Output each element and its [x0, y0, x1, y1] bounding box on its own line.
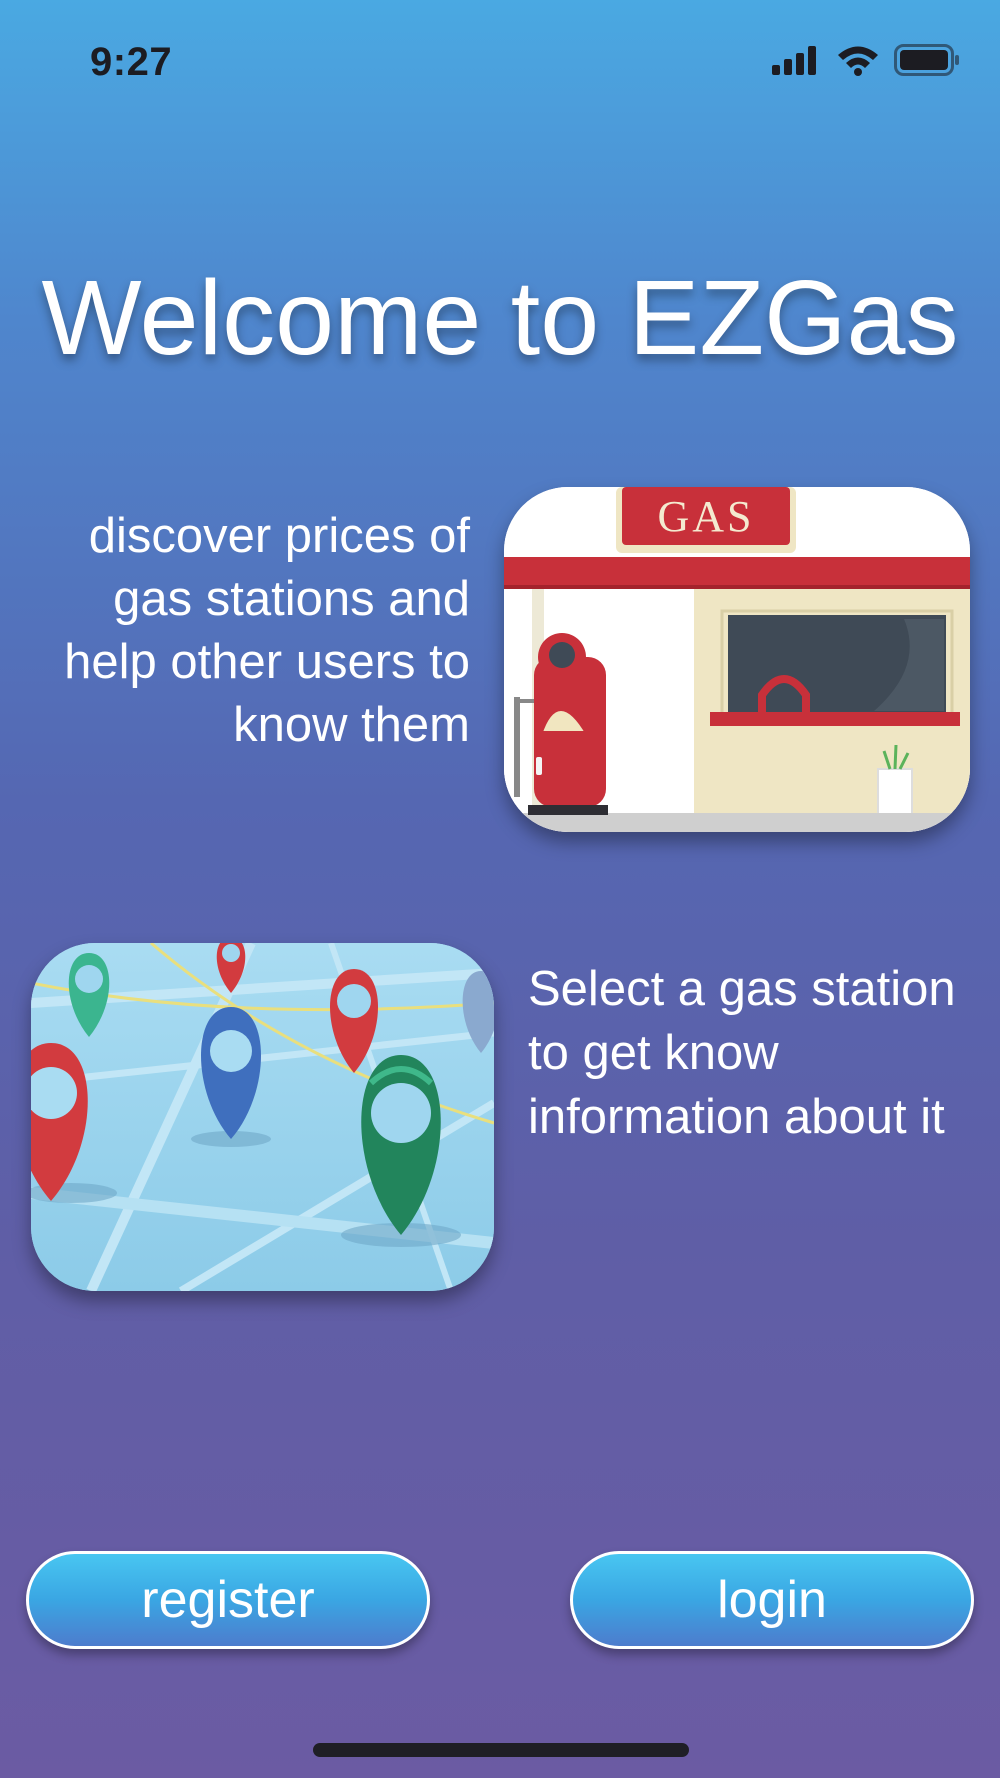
welcome-title: Welcome to EZGas [41, 259, 959, 377]
status-icons [772, 44, 960, 76]
gas-sign-text: GAS [657, 492, 754, 541]
battery-icon [894, 44, 959, 76]
gas-station-illustration: GAS [504, 487, 970, 832]
wifi-icon [838, 46, 878, 76]
status-time: 9:27 [90, 40, 173, 84]
login-button[interactable]: login [570, 1551, 974, 1649]
feature-description-select: Select a gas station to get know informa… [528, 962, 956, 1144]
map-pins-illustration [31, 943, 494, 1291]
cellular-signal-icon [772, 46, 816, 75]
status-bar: 9:27 [0, 0, 1000, 130]
register-button[interactable]: register [26, 1551, 430, 1649]
home-indicator[interactable] [313, 1743, 689, 1757]
feature-description-prices: discover prices of gas stations and help… [64, 509, 470, 752]
